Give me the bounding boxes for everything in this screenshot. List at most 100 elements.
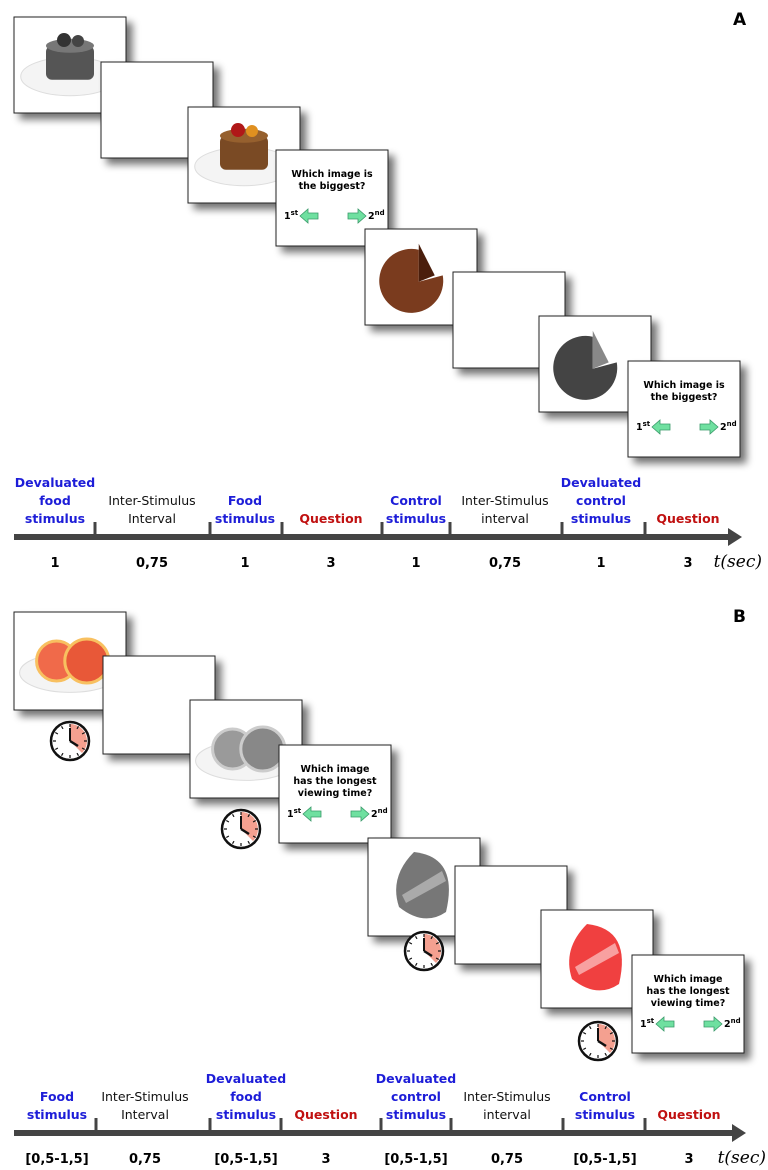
segment-label: stimulus bbox=[216, 1107, 276, 1122]
ordinal-number: 2 bbox=[724, 1019, 731, 1030]
timeline-tick bbox=[381, 522, 384, 537]
segment-duration: 0,75 bbox=[491, 1152, 523, 1166]
segment-duration: 0,75 bbox=[136, 556, 168, 571]
segment-duration: 0,75 bbox=[129, 1152, 161, 1166]
question-text: viewing time? bbox=[298, 788, 372, 799]
ordinal-number: 1 bbox=[287, 809, 294, 820]
timeline-axis bbox=[14, 1130, 734, 1136]
segment-label: stimulus bbox=[571, 511, 631, 526]
question-text: the biggest? bbox=[651, 392, 718, 403]
segment-label: stimulus bbox=[386, 511, 446, 526]
segment-duration: [0,5-1,5] bbox=[25, 1152, 88, 1166]
segment-label: Question bbox=[656, 511, 719, 526]
timeline-tick bbox=[562, 1118, 565, 1133]
segment-duration: 1 bbox=[411, 556, 420, 571]
grapefruit bbox=[65, 639, 109, 683]
segment-label: food bbox=[39, 493, 71, 508]
timeline-tick bbox=[380, 1118, 383, 1133]
timeline-tick bbox=[644, 522, 647, 537]
segment-label: Inter-Stimulus bbox=[461, 493, 548, 508]
grapefruit bbox=[241, 727, 285, 771]
segment-duration: 1 bbox=[596, 556, 605, 571]
fruit-top bbox=[72, 35, 84, 47]
segment-label: stimulus bbox=[386, 1107, 446, 1122]
axis-label: t(sec) bbox=[714, 552, 762, 572]
question-text: has the longest bbox=[646, 986, 730, 997]
panel-label: B bbox=[733, 607, 746, 627]
segment-duration: [0,5-1,5] bbox=[384, 1152, 447, 1166]
timeline-axis bbox=[14, 534, 730, 540]
segment-label: Question bbox=[294, 1107, 357, 1122]
timeline-tick bbox=[280, 1118, 283, 1133]
timeline-arrowhead bbox=[728, 528, 742, 546]
segment-label: Control bbox=[579, 1089, 631, 1104]
segment-label: Question bbox=[657, 1107, 720, 1122]
question-text: has the longest bbox=[293, 776, 377, 787]
ordinal-suffix: nd bbox=[727, 420, 737, 428]
segment-label: Devaluated bbox=[561, 475, 641, 490]
timeline-tick bbox=[94, 522, 97, 537]
segment-label: Inter-Stimulus bbox=[108, 493, 195, 508]
timeline-tick bbox=[450, 1118, 453, 1133]
ordinal-suffix: st bbox=[643, 420, 651, 428]
stimulus-card: Which imagehas the longestviewing time? 1… bbox=[632, 955, 744, 1053]
segment-label: interval bbox=[481, 511, 529, 526]
segment-label: Control bbox=[390, 493, 442, 508]
timeline-tick bbox=[281, 522, 284, 537]
timeline-arrowhead bbox=[732, 1124, 746, 1142]
timeline-tick bbox=[561, 522, 564, 537]
timeline-tick bbox=[209, 1118, 212, 1133]
question-text: viewing time? bbox=[651, 998, 725, 1009]
timeline-tick bbox=[95, 1118, 98, 1133]
ordinal-suffix: nd bbox=[731, 1017, 741, 1025]
fruit-top bbox=[57, 33, 71, 47]
ordinal-number: 1 bbox=[284, 211, 291, 222]
segment-label: Inter-Stimulus bbox=[463, 1089, 550, 1104]
question-text: Which image is bbox=[643, 380, 725, 391]
ordinal-number: 2 bbox=[720, 422, 727, 433]
segment-duration: 0,75 bbox=[489, 556, 521, 571]
ordinal-suffix: nd bbox=[378, 807, 388, 815]
timeline-tick bbox=[209, 522, 212, 537]
question-text: Which image bbox=[300, 764, 369, 775]
segment-label: Devaluated bbox=[206, 1071, 286, 1086]
segment-duration: 1 bbox=[50, 556, 59, 571]
segment-label: Food bbox=[40, 1089, 74, 1104]
segment-label: interval bbox=[483, 1107, 531, 1122]
segment-duration: 3 bbox=[321, 1152, 330, 1166]
segment-label: Interval bbox=[128, 511, 176, 526]
fruit-top bbox=[231, 123, 245, 137]
segment-label: Interval bbox=[121, 1107, 169, 1122]
segment-label: stimulus bbox=[27, 1107, 87, 1122]
ordinal-suffix: nd bbox=[375, 209, 385, 217]
ordinal-number: 2 bbox=[368, 211, 375, 222]
panel-label: A bbox=[733, 10, 747, 30]
timeline-tick bbox=[449, 522, 452, 537]
figure: AWhich image isthe biggest?1st2ndWhich i… bbox=[0, 0, 768, 1166]
segment-duration: 1 bbox=[240, 556, 249, 571]
question-text: Which image bbox=[653, 974, 722, 985]
question-text: Which image is bbox=[291, 169, 373, 180]
segment-label: stimulus bbox=[575, 1107, 635, 1122]
segment-duration: 3 bbox=[683, 556, 692, 571]
segment-duration: [0,5-1,5] bbox=[573, 1152, 636, 1166]
segment-label: Devaluated bbox=[15, 475, 95, 490]
question-text: the biggest? bbox=[299, 181, 366, 192]
segment-label: Question bbox=[299, 511, 362, 526]
ordinal-suffix: st bbox=[647, 1017, 655, 1025]
ordinal-suffix: st bbox=[291, 209, 299, 217]
stimulus-card: Which imagehas the longestviewing time? 1… bbox=[279, 745, 391, 843]
segment-label: food bbox=[230, 1089, 262, 1104]
axis-label: t(sec) bbox=[718, 1148, 766, 1166]
ordinal-suffix: st bbox=[294, 807, 302, 815]
segment-label: control bbox=[576, 493, 626, 508]
segment-duration: [0,5-1,5] bbox=[214, 1152, 277, 1166]
segment-label: Inter-Stimulus bbox=[101, 1089, 188, 1104]
segment-label: stimulus bbox=[215, 511, 275, 526]
segment-label: Devaluated bbox=[376, 1071, 456, 1086]
ordinal-number: 1 bbox=[640, 1019, 647, 1030]
ordinal-number: 2 bbox=[371, 809, 378, 820]
